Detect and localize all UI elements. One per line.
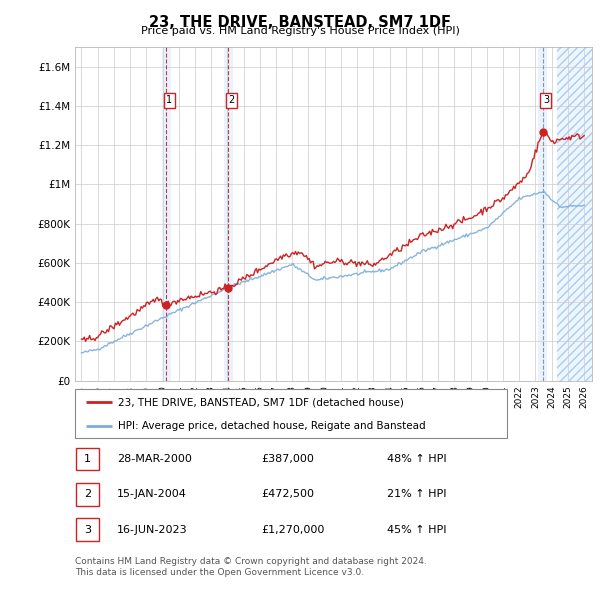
Text: Contains HM Land Registry data © Crown copyright and database right 2024.: Contains HM Land Registry data © Crown c… [75, 558, 427, 566]
FancyBboxPatch shape [75, 389, 507, 438]
Text: Price paid vs. HM Land Registry's House Price Index (HPI): Price paid vs. HM Land Registry's House … [140, 26, 460, 36]
Text: £472,500: £472,500 [261, 490, 314, 499]
Text: HPI: Average price, detached house, Reigate and Banstead: HPI: Average price, detached house, Reig… [118, 421, 426, 431]
Bar [538, 47, 547, 381]
FancyBboxPatch shape [76, 519, 99, 541]
Text: This data is licensed under the Open Government Licence v3.0.: This data is licensed under the Open Gov… [75, 568, 364, 577]
Bar [224, 47, 233, 381]
Text: 16-JUN-2023: 16-JUN-2023 [117, 525, 188, 535]
Bar [162, 47, 171, 381]
Text: 45% ↑ HPI: 45% ↑ HPI [387, 525, 446, 535]
FancyBboxPatch shape [76, 448, 99, 470]
Text: 23, THE DRIVE, BANSTEAD, SM7 1DF: 23, THE DRIVE, BANSTEAD, SM7 1DF [149, 15, 451, 30]
Text: 15-JAN-2004: 15-JAN-2004 [117, 490, 187, 499]
FancyBboxPatch shape [76, 483, 99, 506]
Text: 1: 1 [84, 454, 91, 464]
Text: 2: 2 [84, 490, 91, 499]
Bar [557, 47, 592, 381]
Text: 1: 1 [166, 95, 172, 105]
Text: 3: 3 [543, 95, 549, 105]
Text: 48% ↑ HPI: 48% ↑ HPI [387, 454, 446, 464]
Text: £1,270,000: £1,270,000 [261, 525, 325, 535]
Text: £387,000: £387,000 [261, 454, 314, 464]
Text: 23, THE DRIVE, BANSTEAD, SM7 1DF (detached house): 23, THE DRIVE, BANSTEAD, SM7 1DF (detach… [118, 398, 404, 408]
Text: 28-MAR-2000: 28-MAR-2000 [117, 454, 192, 464]
Bar [557, 47, 592, 381]
Text: 21% ↑ HPI: 21% ↑ HPI [387, 490, 446, 499]
Text: 2: 2 [228, 95, 235, 105]
Text: 3: 3 [84, 525, 91, 535]
